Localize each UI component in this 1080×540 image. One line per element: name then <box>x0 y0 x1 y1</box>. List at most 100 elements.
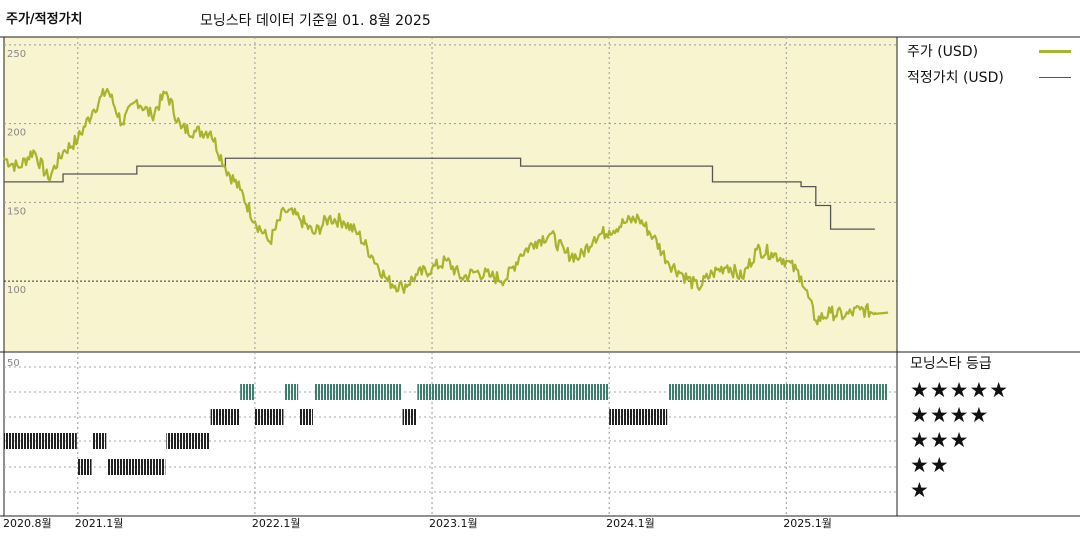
legend-price-swatch <box>1039 50 1071 53</box>
price-point <box>150 114 153 117</box>
price-point <box>785 259 788 262</box>
rating-bar-3-star <box>92 433 107 449</box>
price-point <box>194 130 197 133</box>
price-point <box>327 217 330 220</box>
price-point <box>121 122 123 125</box>
price-point <box>696 286 699 289</box>
price-point <box>711 272 714 275</box>
x-tick-label: 2021.1월 <box>75 517 124 530</box>
price-point <box>859 308 861 311</box>
price-point <box>563 251 566 254</box>
price-point <box>741 277 743 279</box>
price-point <box>829 311 832 314</box>
price-point <box>372 256 374 259</box>
legend-fair-swatch <box>1039 77 1071 78</box>
price-point <box>32 149 35 152</box>
price-panel-background <box>4 37 897 352</box>
rating-bar-2-star <box>107 459 166 475</box>
price-point <box>180 127 183 130</box>
x-tick-label: 2020.8월 <box>3 517 52 530</box>
price-point <box>460 277 463 279</box>
price-point <box>401 286 404 289</box>
rating-bar-5-star <box>417 384 609 400</box>
price-point <box>667 261 670 264</box>
price-point <box>416 273 419 276</box>
price-point <box>534 240 537 243</box>
price-point <box>224 166 227 169</box>
price-point <box>726 264 729 267</box>
x-tick-label: 2024.1월 <box>606 517 655 530</box>
price-point <box>386 280 389 283</box>
price-point <box>268 240 271 243</box>
rating-bar-5-star <box>668 384 888 400</box>
rating-3-stars: ★★★ <box>910 428 970 452</box>
price-point <box>106 88 109 90</box>
price-point <box>652 236 655 238</box>
price-point <box>445 259 448 262</box>
rating-bar-4-star <box>299 409 313 425</box>
price-point <box>17 166 20 169</box>
price-point <box>62 151 64 153</box>
price-point <box>814 319 817 322</box>
price-line <box>3 87 889 326</box>
rating-bar-5-star <box>313 384 402 400</box>
price-point <box>623 221 625 224</box>
price-point <box>239 188 242 191</box>
rating-bar-2-star <box>77 459 92 475</box>
price-point <box>549 232 552 235</box>
price-point <box>593 236 596 238</box>
rating-1-star: ★ <box>910 478 930 502</box>
rating-bar-5-star <box>240 384 254 400</box>
rating-bar-4-star <box>210 409 240 425</box>
price-point <box>608 229 611 232</box>
price-point <box>76 138 79 141</box>
y-tick-label: 100 <box>7 285 26 296</box>
rating-bar-3-star <box>4 433 77 449</box>
y-tick-label: 200 <box>7 128 26 139</box>
price-point <box>342 220 345 223</box>
price-point <box>91 110 94 112</box>
price-point <box>475 270 478 273</box>
rating-bar-4-star <box>609 409 668 425</box>
rating-axis-label: 50 <box>7 358 20 369</box>
rating-bar-4-star <box>402 409 417 425</box>
price-point <box>135 99 138 101</box>
legend-price-label: 주가 (USD) <box>907 44 979 60</box>
y-tick-label: 250 <box>7 49 26 60</box>
x-tick-label: 2025.1월 <box>783 517 832 530</box>
rating-bar-4-star <box>254 409 284 425</box>
price-point <box>755 248 758 251</box>
x-tick-label: 2023.1월 <box>429 517 478 530</box>
x-tick-label: 2022.1월 <box>252 517 301 530</box>
price-point <box>844 314 847 317</box>
rating-5-stars: ★★★★★ <box>910 378 1010 402</box>
price-point <box>873 311 876 314</box>
price-point <box>357 232 360 235</box>
chart-title: 주가/적정가치 <box>6 12 83 27</box>
rating-2-stars: ★★ <box>910 453 950 477</box>
price-point <box>504 278 507 281</box>
fair-value-line <box>4 157 875 230</box>
price-point <box>298 217 301 220</box>
y-tick-label: 150 <box>7 206 26 217</box>
price-point <box>313 232 315 235</box>
price-point <box>3 157 5 160</box>
price-point <box>209 130 212 133</box>
data-source-date: 모닝스타 데이터 기준일 01. 8월 2025 <box>200 13 431 29</box>
price-point <box>254 220 256 223</box>
price-point <box>47 177 50 180</box>
rating-bar-3-star <box>166 433 210 449</box>
rating-4-stars: ★★★★ <box>910 403 990 427</box>
rating-panel-title: 모닝스타 등급 <box>910 356 992 372</box>
price-point <box>490 275 492 278</box>
price-point <box>770 251 773 254</box>
price-point <box>637 217 640 220</box>
legend-fair-label: 적정가치 (USD) <box>907 70 1004 86</box>
price-point <box>431 267 433 270</box>
price-point <box>519 253 522 256</box>
price-point <box>283 209 286 212</box>
price-point <box>165 91 168 94</box>
rating-bar-5-star <box>284 384 299 400</box>
price-point <box>682 273 684 276</box>
